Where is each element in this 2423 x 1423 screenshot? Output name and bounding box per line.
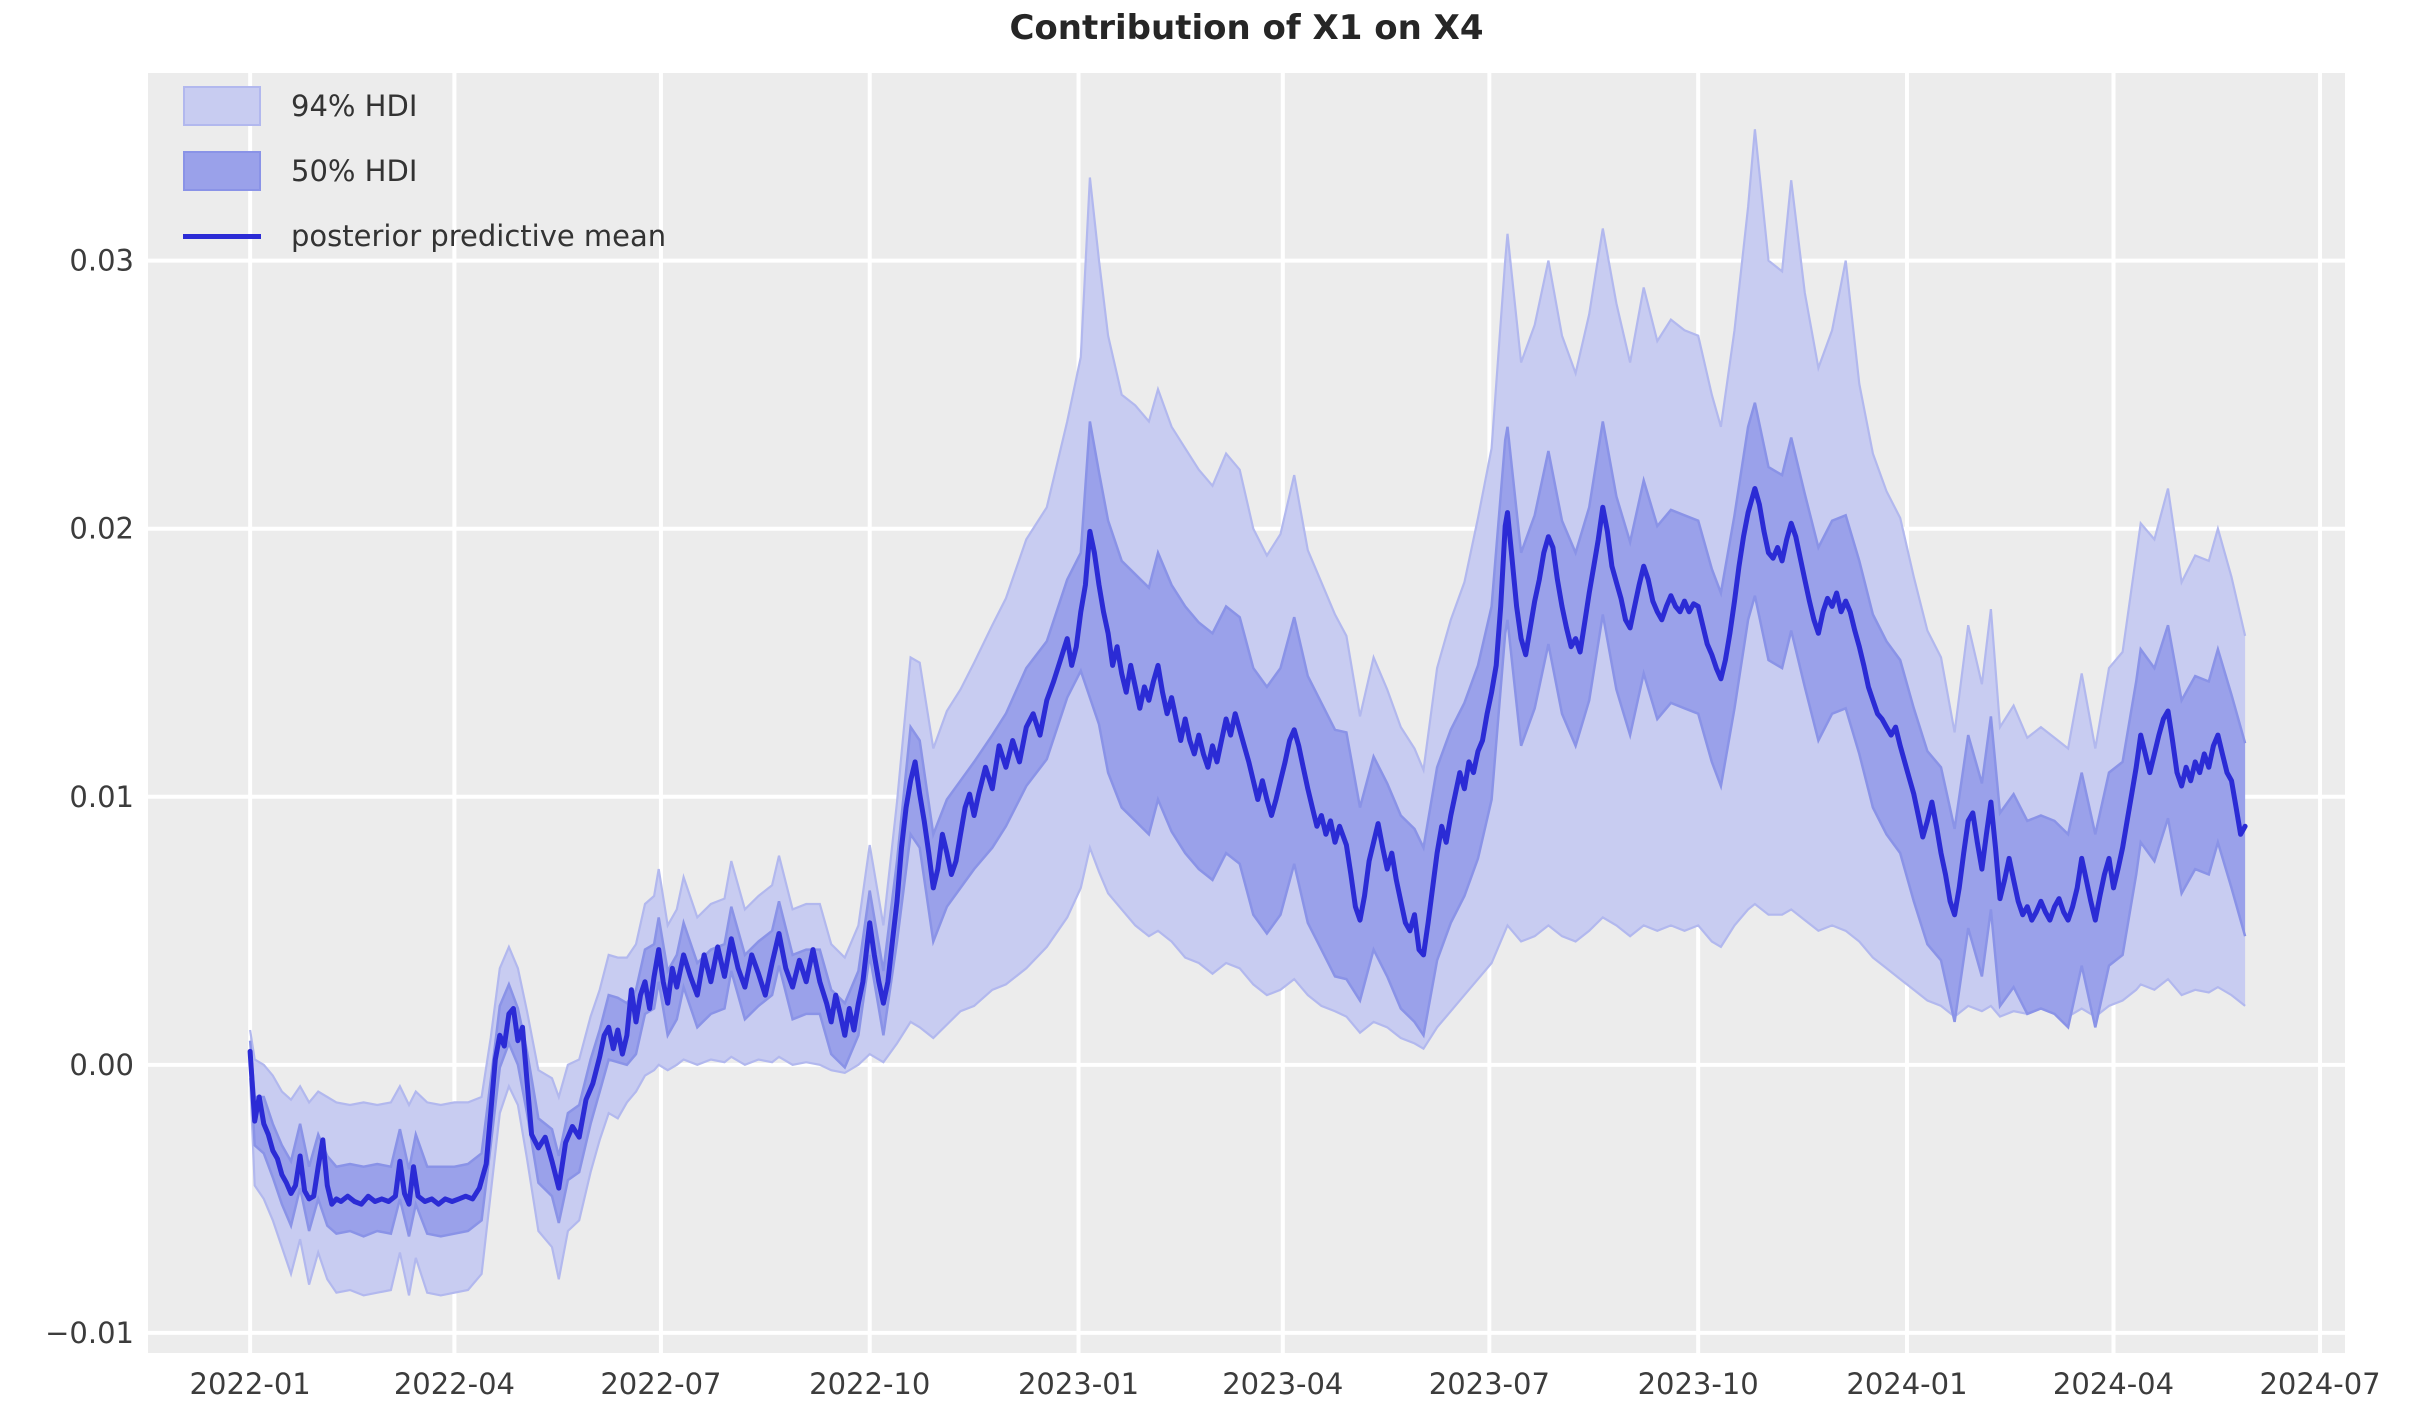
hdi50-upper-edge <box>248 402 2247 1170</box>
chart-title: Contribution of X1 on X4 <box>1009 8 1484 48</box>
x-tick-label: 2023-07 <box>1429 1367 1550 1401</box>
x-tick-label: 2022-01 <box>190 1367 311 1401</box>
legend: 94% HDI 50% HDI posterior predictive mea… <box>183 84 666 258</box>
legend-label: 50% HDI <box>291 153 418 188</box>
posterior-mean-line <box>247 486 2248 1207</box>
y-tick-label: 0.03 <box>69 244 134 278</box>
y-tick-label: 0.01 <box>69 780 134 814</box>
hdi94-swatch-icon <box>183 86 261 126</box>
x-tick-label: 2023-10 <box>1638 1367 1759 1401</box>
x-tick-label: 2024-04 <box>2053 1367 2174 1401</box>
x-tick-label: 2022-04 <box>394 1367 515 1401</box>
hdi94-upper-edge <box>249 129 2247 1108</box>
x-tick-label: 2024-01 <box>1846 1367 1967 1401</box>
legend-label: 94% HDI <box>291 88 418 123</box>
legend-label: posterior predictive mean <box>291 218 667 253</box>
y-tick-label: 0.02 <box>69 512 134 546</box>
x-tick-label: 2024-07 <box>2259 1367 2380 1401</box>
x-tick-label: 2022-07 <box>600 1367 721 1401</box>
x-tick-label: 2022-10 <box>809 1367 930 1401</box>
y-tick-label: −0.01 <box>45 1316 134 1350</box>
legend-item-50-hdi: 50% HDI <box>183 149 666 193</box>
legend-item-mean: posterior predictive mean <box>183 214 666 258</box>
x-tick-label: 2023-01 <box>1018 1367 1139 1401</box>
hdi50-swatch-icon <box>183 151 261 191</box>
y-tick-label: 0.00 <box>69 1048 134 1082</box>
hdi50-band <box>250 402 2246 1237</box>
legend-item-94-hdi: 94% HDI <box>183 84 666 128</box>
mean-line-swatch-icon <box>183 233 261 239</box>
x-tick-label: 2023-04 <box>1222 1367 1343 1401</box>
hdi94-lower-edge <box>249 843 2246 1297</box>
